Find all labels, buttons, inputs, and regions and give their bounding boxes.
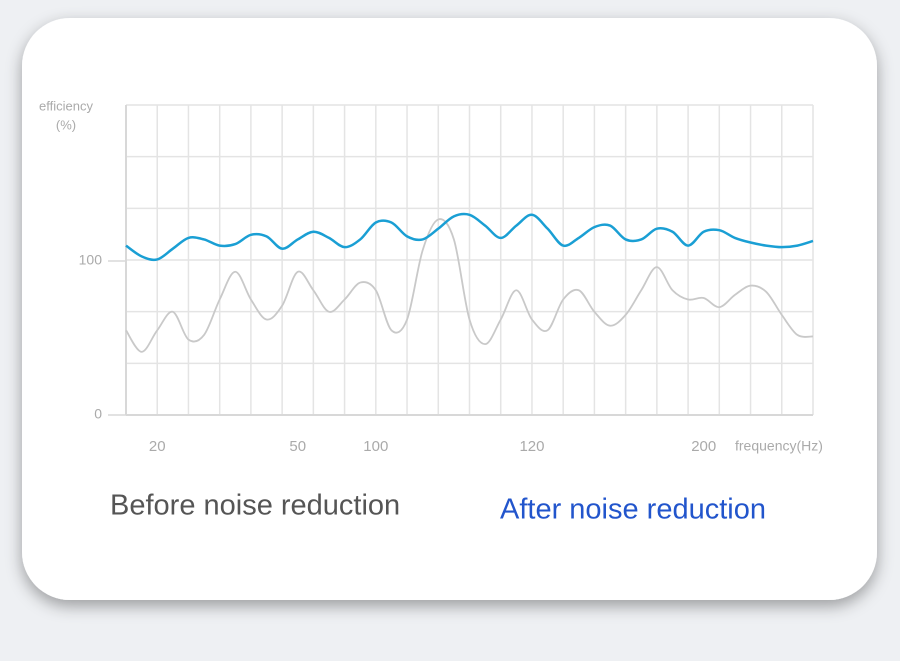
y-tick-label: 0 bbox=[94, 406, 102, 422]
x-tick-label: 100 bbox=[363, 438, 388, 455]
x-tick-label: 120 bbox=[519, 438, 544, 455]
y-axis-label: (%) bbox=[56, 117, 76, 132]
x-tick-label: 20 bbox=[149, 438, 166, 455]
x-tick-label: 50 bbox=[289, 438, 306, 455]
y-tick-label: 100 bbox=[79, 252, 103, 268]
x-axis-label: frequency(Hz) bbox=[735, 438, 823, 454]
series-line bbox=[125, 212, 814, 262]
y-axis-label: efficiency bbox=[39, 98, 93, 113]
grid bbox=[125, 104, 814, 416]
series-line bbox=[125, 218, 814, 353]
legend-entry: After noise reduction bbox=[500, 494, 766, 526]
legend-entry: Before noise reduction bbox=[110, 490, 400, 522]
x-tick-label: 200 bbox=[691, 438, 716, 455]
card bbox=[22, 18, 877, 600]
